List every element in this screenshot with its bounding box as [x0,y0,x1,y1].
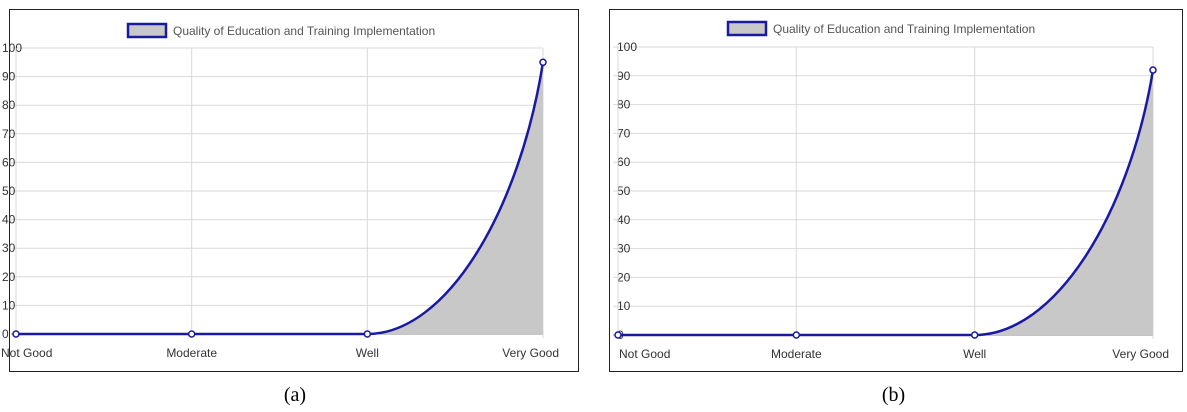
legend: Quality of Education and Training Implem… [126,22,435,39]
data-point [12,330,20,338]
y-tick-label: 20 [617,270,631,284]
data-point [1149,66,1157,74]
y-tick-label: 10 [617,299,631,313]
series-line [618,69,1155,337]
y-tick-label: 40 [2,213,16,227]
y-tick-label: 40 [617,213,631,227]
x-tick-label: Not Good [619,347,670,361]
y-tick-label: 0 [2,327,9,341]
y-tick-label: 90 [617,69,631,83]
series-area [618,70,1153,335]
legend-label: Quality of Education and Training Implem… [773,22,1035,36]
y-tick-label: 70 [2,127,16,141]
data-point [792,331,801,339]
series-area [16,62,543,335]
y-tick-label: 100 [2,41,22,55]
y-tick-label: 90 [2,70,16,84]
x-tick-label: Very Good [1112,347,1169,361]
y-tick-label: 80 [2,98,16,112]
chart-a: 0 10 20 30 40 50 60 70 80 90 100 Not Good Moderate We… [1,22,559,360]
data-point [363,330,372,338]
legend-label: Quality of Education and Training Implem… [173,24,435,38]
y-tick-label: 60 [617,155,631,169]
chart-panel-a: 0 10 20 30 40 50 60 70 80 90 100 Not Good Moderate We… [0,0,590,412]
legend-swatch [126,22,168,39]
y-tick-label: 30 [617,242,631,256]
data-point [970,331,979,339]
y-tick-label: 10 [2,298,16,312]
chart-caption-b: (b) [881,384,906,406]
x-tick-label: Very Good [502,346,559,360]
chart-caption-a: (a) [283,384,307,406]
x-tick-label: Moderate [771,347,822,361]
data-point [539,58,547,67]
y-tick-label: 50 [2,184,16,198]
y-tick-label: 70 [617,126,631,140]
x-tick-label: Well [963,347,986,361]
legend-swatch [726,20,768,37]
y-tick-label: 80 [617,98,631,112]
data-point [614,331,622,339]
data-point [187,330,196,338]
x-tick-label: Moderate [166,346,217,360]
x-tick-label: Well [356,346,379,360]
series-line [16,62,545,336]
y-tick-label: 100 [617,40,637,54]
legend: Quality of Education and Training Implem… [726,20,1035,37]
y-tick-label: 60 [2,155,16,169]
y-tick-label: 30 [2,241,16,255]
x-tick-label: Not Good [1,346,52,360]
y-tick-label: 50 [617,184,631,198]
y-tick-label: 20 [2,270,16,284]
